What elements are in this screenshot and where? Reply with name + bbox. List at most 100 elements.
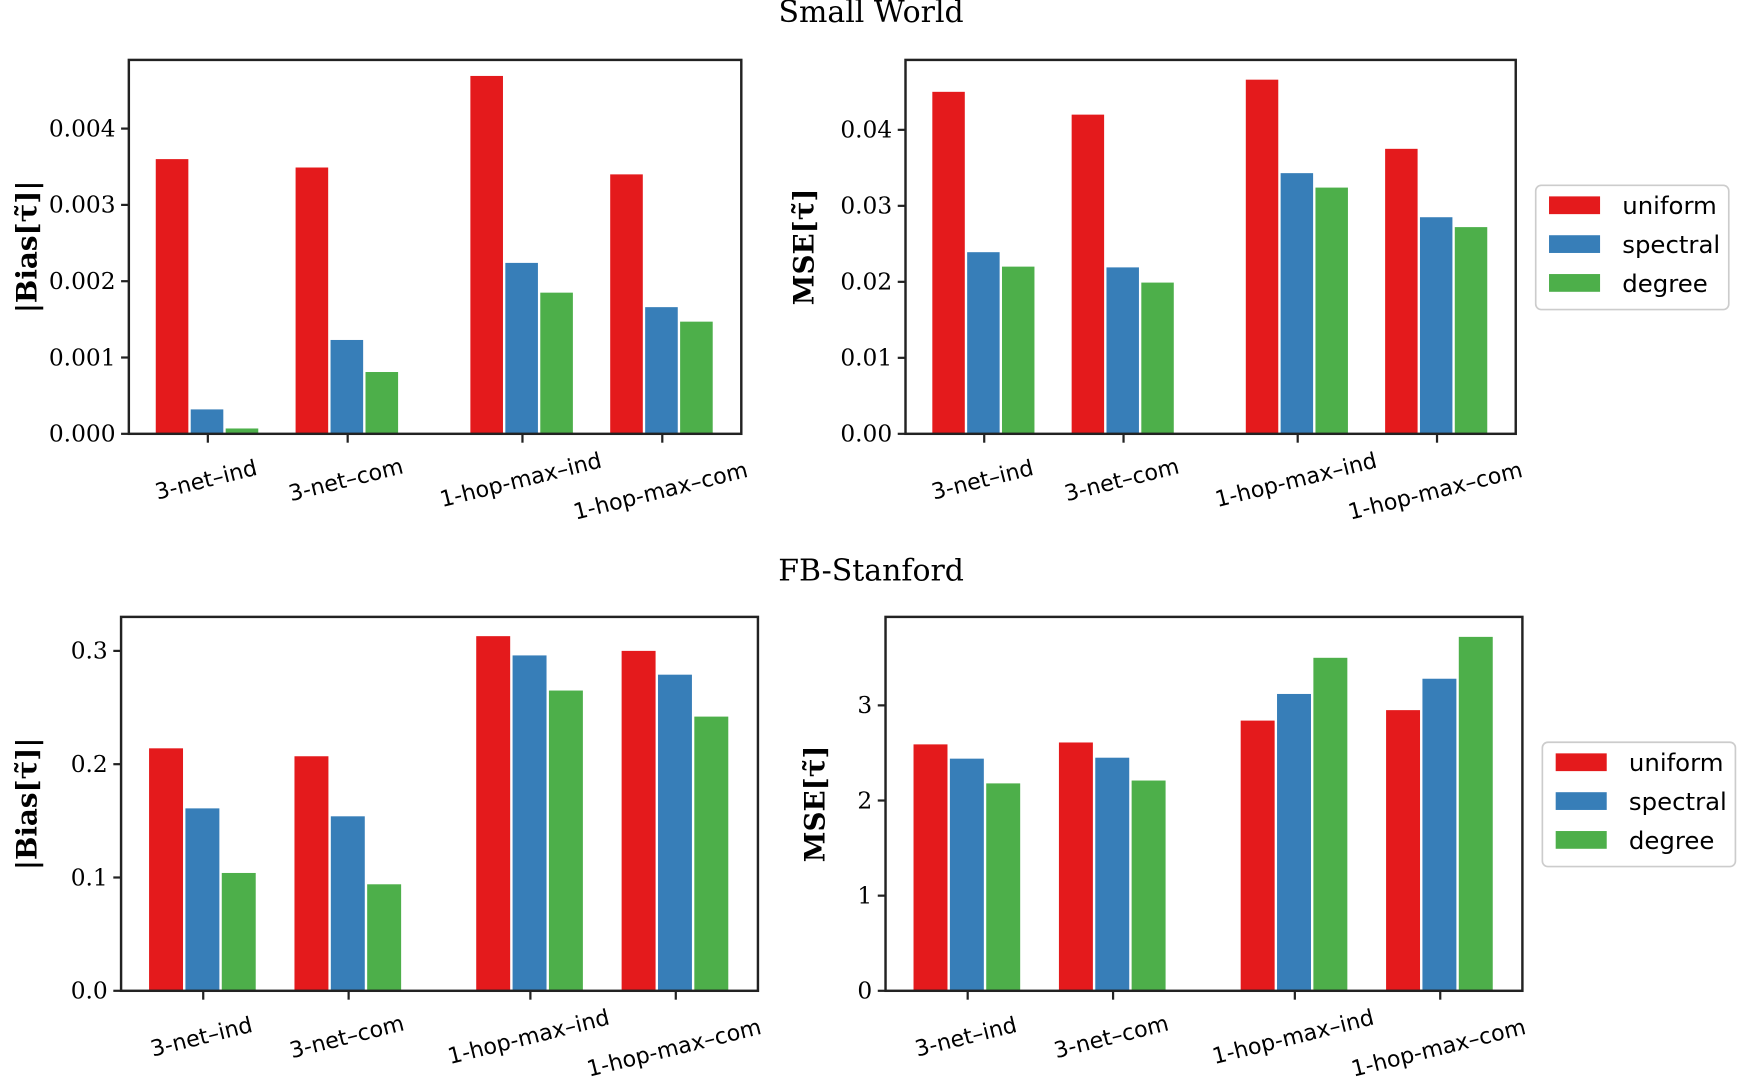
plot-frame xyxy=(127,58,743,436)
bar-degree-2 xyxy=(367,884,402,991)
x-tick-label: 1-hop-max–com xyxy=(1349,1014,1529,1082)
plot-frame xyxy=(119,615,760,993)
bar-uniform-2 xyxy=(1071,114,1105,434)
legend-label-degree: degree xyxy=(1622,269,1707,298)
bar-degree-2 xyxy=(1141,282,1174,434)
bar-uniform-3 xyxy=(470,75,503,434)
bar-spectral-4 xyxy=(1422,678,1457,991)
subplot-1: 0.000 0.001 0.002 0.003 0.004 3-net–ind 3-net–… xyxy=(11,58,750,526)
y-axis-label: |Bias[τ̃]| xyxy=(11,181,44,314)
title-fb-stanford: FB-Stanford xyxy=(778,553,964,588)
legend-swatch-degree xyxy=(1555,831,1607,849)
y-tick-label: 0.004 xyxy=(49,115,116,142)
legend-swatch-uniform xyxy=(1555,753,1607,772)
bar-degree-3 xyxy=(548,690,583,991)
bar-degree-3 xyxy=(540,292,573,434)
y-tick-label: 0.01 xyxy=(840,345,892,372)
bar-spectral-4 xyxy=(657,674,692,991)
bar-uniform-4 xyxy=(621,650,656,991)
y-axis-label: MSE[τ̃] xyxy=(787,189,820,306)
legend-label-spectral: spectral xyxy=(1622,230,1720,259)
bar-spectral-2 xyxy=(1095,757,1130,991)
y-tick-label: 0.3 xyxy=(71,638,108,665)
y-tick-label: 1 xyxy=(857,882,872,909)
y-tick-label: 0.03 xyxy=(840,193,892,220)
title-small-world: Small World xyxy=(778,0,963,30)
bar-spectral-1 xyxy=(967,252,1000,434)
legend-label-uniform: uniform xyxy=(1629,748,1724,777)
bar-spectral-2 xyxy=(1106,267,1139,434)
legend: uniform spectral degree xyxy=(1534,184,1730,311)
bar-degree-4 xyxy=(1454,227,1488,434)
bar-spectral-2 xyxy=(330,339,364,434)
y-tick-label: 0.2 xyxy=(71,751,108,778)
bar-spectral-1 xyxy=(190,409,224,434)
bar-uniform-1 xyxy=(913,744,948,991)
bar-uniform-3 xyxy=(1240,720,1275,991)
legend-label-uniform: uniform xyxy=(1622,191,1717,220)
subplot-2: 0.000.010.020.030.043-net–ind 3-net–com 1-… xyxy=(787,58,1730,526)
y-tick-label: 0.001 xyxy=(49,344,116,371)
plot-frame xyxy=(884,615,1524,993)
legend: uniform spectral degree xyxy=(1541,741,1737,868)
x-tick-label: 3-net–ind xyxy=(148,1012,255,1062)
y-tick-label: 3 xyxy=(857,692,872,719)
y-tick-label: 2 xyxy=(857,787,872,814)
bar-uniform-4 xyxy=(1385,148,1418,434)
bar-spectral-3 xyxy=(1277,693,1311,991)
bar-degree-4 xyxy=(694,716,729,991)
bar-degree-1 xyxy=(225,428,259,434)
bar-uniform-1 xyxy=(155,159,189,434)
bar-uniform-2 xyxy=(294,756,329,991)
bar-degree-3 xyxy=(1315,187,1348,434)
x-tick-label: 1-hop-max–com xyxy=(584,1014,764,1082)
y-axis-label: |Bias[τ̃]| xyxy=(11,738,44,871)
x-tick-label: 3-net–com xyxy=(287,1010,407,1064)
y-axis-label: MSE[τ̃] xyxy=(799,745,832,862)
subplot-3: 0.0 0.1 0.2 0.3 3-net–ind 3-net–com 1-hop-max–… xyxy=(11,615,764,1083)
bar-spectral-2 xyxy=(330,816,365,991)
y-tick-label: 0.0 xyxy=(71,978,108,1005)
bar-spectral-3 xyxy=(1280,173,1314,434)
bar-spectral-3 xyxy=(512,655,547,991)
bar-uniform-2 xyxy=(295,167,329,434)
bar-uniform-1 xyxy=(932,91,965,434)
x-tick-label: 3-net–com xyxy=(1062,454,1182,508)
y-tick-label: 0.00 xyxy=(840,421,892,448)
bar-uniform-2 xyxy=(1058,742,1093,991)
y-tick-label: 0.000 xyxy=(49,421,116,448)
bar-spectral-4 xyxy=(1419,217,1453,434)
y-tick-label: 0.003 xyxy=(49,192,116,219)
bar-degree-1 xyxy=(221,872,256,991)
bar-uniform-3 xyxy=(1245,79,1279,434)
bar-uniform-3 xyxy=(476,636,511,991)
bar-uniform-4 xyxy=(1386,710,1421,991)
legend-swatch-spectral xyxy=(1555,792,1607,810)
bar-spectral-1 xyxy=(949,758,984,991)
bar-spectral-4 xyxy=(645,307,678,434)
bar-spectral-1 xyxy=(185,808,220,991)
x-tick-label: 3-net–com xyxy=(286,454,406,508)
y-tick-label: 0.1 xyxy=(71,864,108,891)
bar-degree-2 xyxy=(365,372,399,434)
legend-swatch-uniform xyxy=(1549,196,1601,215)
legend-label-spectral: spectral xyxy=(1629,787,1727,816)
x-tick-label: 3-net–ind xyxy=(929,455,1036,505)
bar-degree-4 xyxy=(680,321,713,434)
y-tick-label: 0 xyxy=(857,978,872,1005)
bar-uniform-1 xyxy=(149,748,184,991)
y-tick-label: 0.02 xyxy=(840,269,892,296)
bar-degree-4 xyxy=(1458,636,1493,991)
x-tick-label: 3-net–ind xyxy=(912,1012,1019,1062)
bar-degree-1 xyxy=(1001,266,1035,434)
bar-degree-3 xyxy=(1313,657,1348,991)
y-tick-label: 0.002 xyxy=(49,268,116,295)
bar-degree-1 xyxy=(986,783,1021,991)
x-tick-label: 3-net–ind xyxy=(153,455,260,505)
legend-swatch-spectral xyxy=(1549,235,1601,253)
plot-frame xyxy=(904,58,1517,436)
legend-swatch-degree xyxy=(1549,274,1601,292)
bar-uniform-4 xyxy=(610,174,643,434)
